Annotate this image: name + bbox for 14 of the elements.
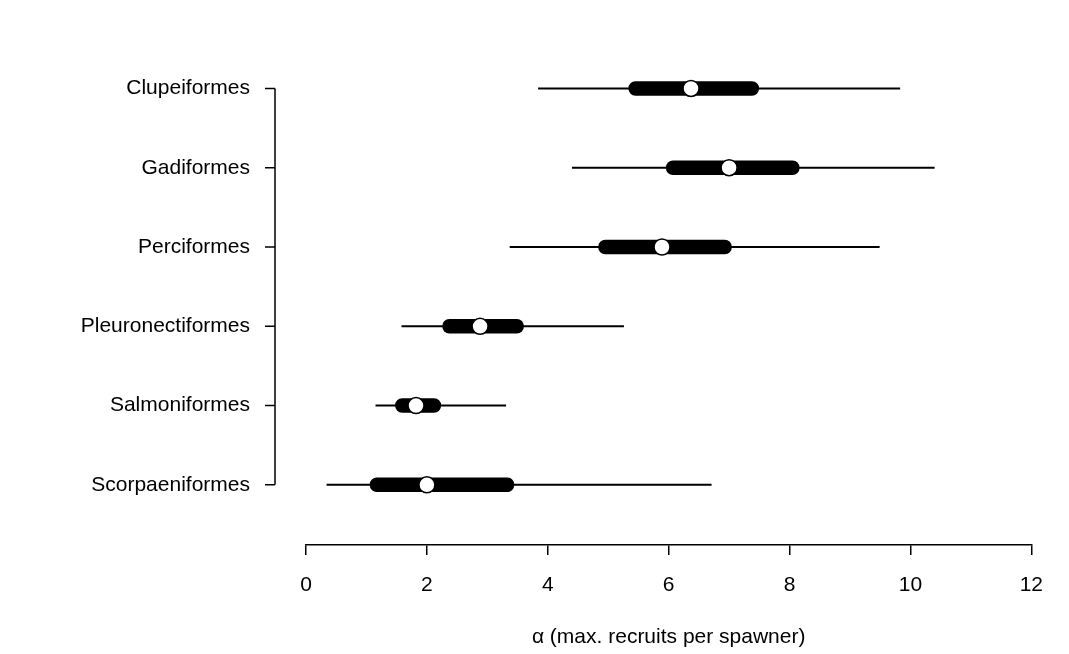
x-tick-label: 6 (662, 572, 675, 596)
y-tick-label: Salmoniformes (109, 392, 250, 416)
y-tick-label: Clupeiformes (126, 75, 250, 99)
x-axis-title: α (max. recruits per spawner) (531, 624, 806, 648)
x-tick-label: 10 (898, 572, 923, 596)
y-tick-label: Gadiformes (141, 154, 250, 178)
y-tick-label: Pleuronectiformes (80, 313, 250, 337)
x-tick-label: 8 (783, 572, 796, 596)
x-tick-label: 2 (421, 572, 433, 596)
y-tick-label: Perciformes (137, 233, 250, 257)
x-tick-label: 12 (1019, 572, 1043, 596)
x-tick-label: 4 (541, 572, 554, 596)
x-tick-label: 0 (300, 572, 312, 596)
y-tick-label: Scorpaeniformes (91, 471, 250, 495)
